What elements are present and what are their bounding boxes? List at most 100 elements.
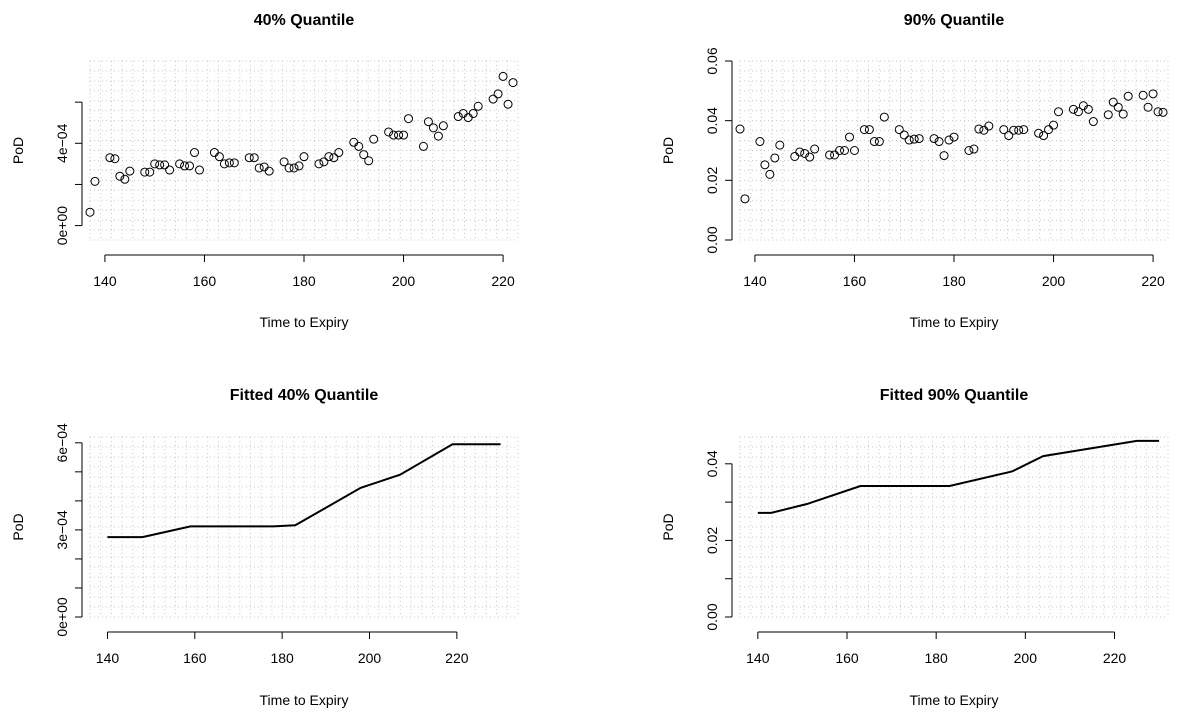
- grid: [739, 60, 1169, 241]
- data-point: [404, 114, 414, 124]
- data-point: [224, 158, 234, 168]
- data-point: [369, 134, 379, 144]
- y-tick-label: 0.00: [704, 226, 720, 253]
- data-point: [1019, 125, 1029, 135]
- data-point: [115, 171, 125, 181]
- data-point: [1153, 107, 1163, 117]
- chart-panel-2: 90% Quantile 140 160 180 200 220 Time to Expir…: [660, 12, 1169, 330]
- grid: [89, 436, 519, 618]
- data-point: [939, 151, 949, 161]
- data-point: [155, 160, 165, 170]
- data-point: [493, 89, 503, 99]
- grid: [89, 60, 519, 241]
- chart-title: 90% Quantile: [904, 12, 1005, 29]
- x-tick-label: 180: [924, 650, 948, 666]
- data-point: [488, 94, 498, 104]
- y-axis-label: PoD: [10, 513, 26, 540]
- data-point: [790, 151, 800, 161]
- data-point: [765, 169, 775, 179]
- data-point: [463, 113, 473, 123]
- y-tick-label: 0e+00: [54, 597, 70, 637]
- data-point: [468, 108, 478, 118]
- data-point: [254, 163, 264, 173]
- chart-title: 40% Quantile: [254, 12, 355, 29]
- x-tick-label: 180: [292, 273, 316, 289]
- y-tick-label: 4e−04: [54, 123, 70, 163]
- data-point: [840, 146, 850, 155]
- data-point: [1009, 125, 1019, 135]
- data-point: [1068, 104, 1078, 114]
- data-point: [770, 153, 780, 163]
- data-point: [1044, 125, 1054, 135]
- x-tick-label: 180: [942, 273, 966, 289]
- x-axis-label: Time to Expiry: [910, 314, 999, 330]
- data-point: [1004, 131, 1014, 141]
- y-tick-label: 6e−04: [54, 423, 70, 463]
- fitted-line: [757, 439, 1160, 514]
- data-point: [909, 134, 919, 144]
- data-point: [894, 125, 904, 135]
- x-tick-label: 220: [1103, 650, 1127, 666]
- data-point: [914, 134, 924, 144]
- x-tick-label: 220: [491, 273, 515, 289]
- x-tick-label: 220: [1141, 273, 1165, 289]
- data-point: [140, 167, 150, 177]
- data-point: [394, 130, 404, 140]
- data-point: [864, 125, 874, 135]
- data-point: [190, 148, 200, 158]
- x-tick-label: 160: [193, 273, 217, 289]
- data-point: [874, 137, 884, 147]
- data-point: [165, 165, 175, 175]
- data-point: [249, 153, 259, 163]
- data-point: [979, 125, 989, 135]
- data-point: [1034, 128, 1044, 138]
- y-tick-label: 3e−04: [54, 510, 70, 550]
- data-point: [1138, 90, 1148, 100]
- data-point: [1148, 89, 1158, 99]
- data-point: [259, 162, 269, 172]
- data-point: [399, 130, 409, 140]
- data-point: [1158, 107, 1168, 117]
- data-point: [755, 137, 765, 147]
- data-point: [349, 137, 359, 147]
- x-tick-label: 160: [183, 650, 207, 666]
- data-point: [899, 130, 909, 140]
- data-point: [105, 153, 115, 163]
- data-point: [1113, 102, 1123, 112]
- x-axis-label: Time to Expiry: [910, 692, 999, 708]
- data-point: [760, 160, 770, 170]
- y-tick-label: 0e+00: [54, 206, 70, 246]
- data-point: [498, 71, 508, 81]
- data-point: [334, 148, 344, 158]
- data-point: [969, 144, 979, 154]
- data-point: [90, 176, 100, 186]
- data-point: [1014, 125, 1024, 135]
- data-point: [175, 159, 185, 169]
- x-tick-label: 220: [445, 650, 469, 666]
- x-axis-label: Time to Expiry: [260, 314, 349, 330]
- data-point: [229, 158, 239, 168]
- data-point: [503, 99, 513, 109]
- data-point: [428, 123, 438, 133]
- y-axis-label: PoD: [660, 137, 676, 164]
- data-point: [418, 141, 428, 151]
- x-tick-label: 160: [843, 273, 867, 289]
- data-point: [314, 159, 324, 169]
- data-point: [160, 160, 170, 170]
- data-point: [219, 159, 229, 169]
- y-axis-label: PoD: [660, 513, 676, 540]
- data-point: [1123, 91, 1133, 101]
- y-tick-label: 0.02: [704, 166, 720, 193]
- data-point: [929, 134, 939, 144]
- data-point: [125, 166, 135, 176]
- data-point: [904, 135, 914, 145]
- data-point: [999, 125, 1009, 135]
- data-point: [264, 166, 274, 176]
- data-point: [329, 153, 339, 163]
- y-tick-label: 0.00: [704, 603, 720, 630]
- chart-panel-3: Fitted 40% Quantile 140 160 180 200 220 Time t…: [10, 387, 519, 708]
- data-point: [319, 157, 329, 167]
- fitted-line: [107, 443, 501, 539]
- data-point: [949, 132, 959, 142]
